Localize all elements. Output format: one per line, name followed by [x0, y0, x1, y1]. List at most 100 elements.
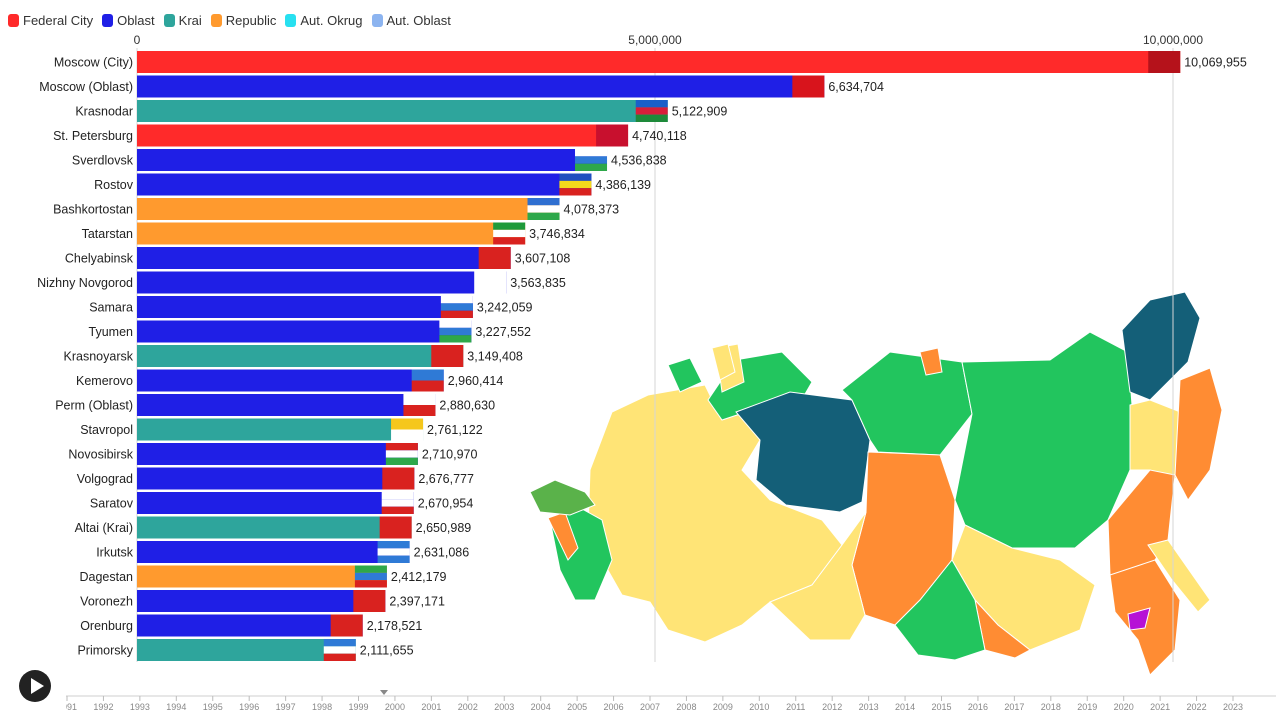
flag-stripe — [431, 345, 464, 356]
timeline-slider[interactable]: 1991 1992 1993 1994 1995 1996 1997 1998 1999 2000… — [66, 688, 1276, 718]
value-label: 3,242,059 — [477, 301, 533, 315]
bar — [137, 639, 356, 661]
bar-row: Voronezh 2,397,171 — [80, 590, 445, 612]
map-region — [1121, 291, 1201, 401]
flag-stripe — [381, 506, 414, 514]
flag-stripe — [353, 590, 386, 601]
value-label: 2,111,655 — [360, 644, 414, 658]
category-label: Dagestan — [79, 570, 133, 584]
bar-row: Chelyabinsk 3,607,108 — [65, 247, 570, 269]
category-label: Moscow (Oblast) — [39, 80, 133, 94]
bar-row: Krasnodar 5,122,909 — [75, 100, 727, 122]
timeline-year-label: 1996 — [239, 702, 259, 712]
timeline-year-label: 1998 — [312, 702, 332, 712]
bar — [137, 492, 414, 514]
timeline-marker[interactable] — [380, 690, 389, 695]
bar-row: Stavropol 2,761,122 — [80, 418, 483, 441]
timeline-year-label: 1994 — [166, 702, 186, 712]
bar — [137, 247, 511, 269]
timeline-year-label: 2011 — [786, 702, 805, 712]
flag-stripe — [377, 548, 410, 556]
flag-stripe — [431, 356, 464, 367]
value-label: 2,676,777 — [418, 472, 474, 486]
flag-stripe — [382, 478, 415, 490]
map-region — [1174, 367, 1223, 501]
play-button[interactable] — [19, 670, 51, 702]
flag-stripe — [379, 516, 412, 528]
timeline-year-label: 2006 — [604, 702, 624, 712]
flag-stripe — [323, 646, 356, 654]
bar-row: Dagestan 2,412,179 — [79, 565, 447, 588]
flag-stripe — [385, 450, 418, 458]
timeline-year-label: 2021 — [1150, 702, 1170, 712]
map-region — [735, 391, 871, 513]
legend-item: Republic — [210, 13, 276, 28]
legend-label: Oblast — [117, 12, 155, 28]
flag-stripe — [635, 100, 668, 108]
bar — [137, 296, 473, 318]
flag-stripe — [439, 320, 472, 328]
bar — [137, 100, 668, 122]
timeline-year-label: 2001 — [421, 702, 441, 712]
timeline-year-label: 2014 — [895, 702, 915, 712]
category-label: Primorsky — [77, 644, 133, 658]
flag-stripe — [391, 429, 424, 441]
value-label: 3,746,834 — [529, 227, 585, 241]
flag-stripe — [440, 303, 473, 311]
value-label: 2,397,171 — [389, 595, 445, 609]
timeline-year-label: 1999 — [348, 702, 368, 712]
legend-item: Aut. Okrug — [285, 12, 363, 28]
legend-label: Aut. Okrug — [300, 12, 363, 28]
bar — [137, 124, 629, 147]
value-label: 2,650,989 — [416, 521, 472, 535]
bar — [137, 51, 1181, 73]
bar — [137, 320, 472, 343]
legend-item: Oblast — [102, 13, 155, 28]
bar-row: Rostov 4,386,139 — [94, 173, 651, 196]
category-label: Samara — [89, 301, 133, 315]
flag-stripe — [635, 114, 668, 122]
timeline-year-label: 2013 — [859, 702, 879, 712]
bars: Moscow (City) 10,069,955 Moscow (Oblast) 6,… — [37, 51, 1247, 661]
x-tick-label: 5,000,000 — [628, 33, 682, 47]
category-label: Volgograd — [77, 472, 133, 486]
legend-swatch — [285, 13, 297, 27]
category-label: Tatarstan — [82, 227, 133, 241]
flag-stripe — [575, 163, 608, 171]
value-label: 3,227,552 — [475, 325, 531, 339]
flag-stripe — [439, 335, 472, 343]
flag-stripe — [381, 492, 414, 500]
bar-row: Tatarstan 3,746,834 — [82, 222, 585, 245]
timeline-year-label: 2010 — [749, 702, 769, 712]
value-label: 6,634,704 — [828, 80, 884, 94]
bar-row: Samara 3,242,059 — [89, 296, 533, 318]
flag-stripe — [478, 247, 511, 258]
bar — [137, 443, 418, 465]
map-region — [667, 357, 703, 393]
map-region — [954, 331, 1133, 549]
legend-item: Krai — [163, 13, 202, 28]
legend-swatch — [163, 13, 175, 27]
flag-stripe — [493, 229, 526, 238]
timeline-year-label: 1997 — [276, 702, 296, 712]
category-label: Chelyabinsk — [65, 252, 134, 266]
legend-swatch — [371, 13, 383, 27]
bar — [137, 418, 424, 441]
bar — [137, 198, 560, 220]
legend-label: Federal City — [23, 12, 94, 28]
category-label: St. Petersburg — [53, 129, 133, 143]
flag-stripe — [596, 124, 629, 136]
legend-label: Aut. Oblast — [386, 12, 451, 28]
flag-stripe — [353, 601, 386, 612]
flag-stripe — [493, 237, 526, 245]
flag-stripe — [527, 212, 560, 220]
flag-stripe — [354, 580, 387, 588]
bar — [137, 149, 608, 171]
bar — [137, 590, 386, 612]
timeline-year-label: 2015 — [931, 702, 951, 712]
value-label: 4,740,118 — [632, 129, 687, 143]
map-region — [894, 559, 986, 661]
value-label: 4,078,373 — [564, 203, 620, 217]
x-tick-label: 10,000,000 — [1143, 33, 1203, 47]
